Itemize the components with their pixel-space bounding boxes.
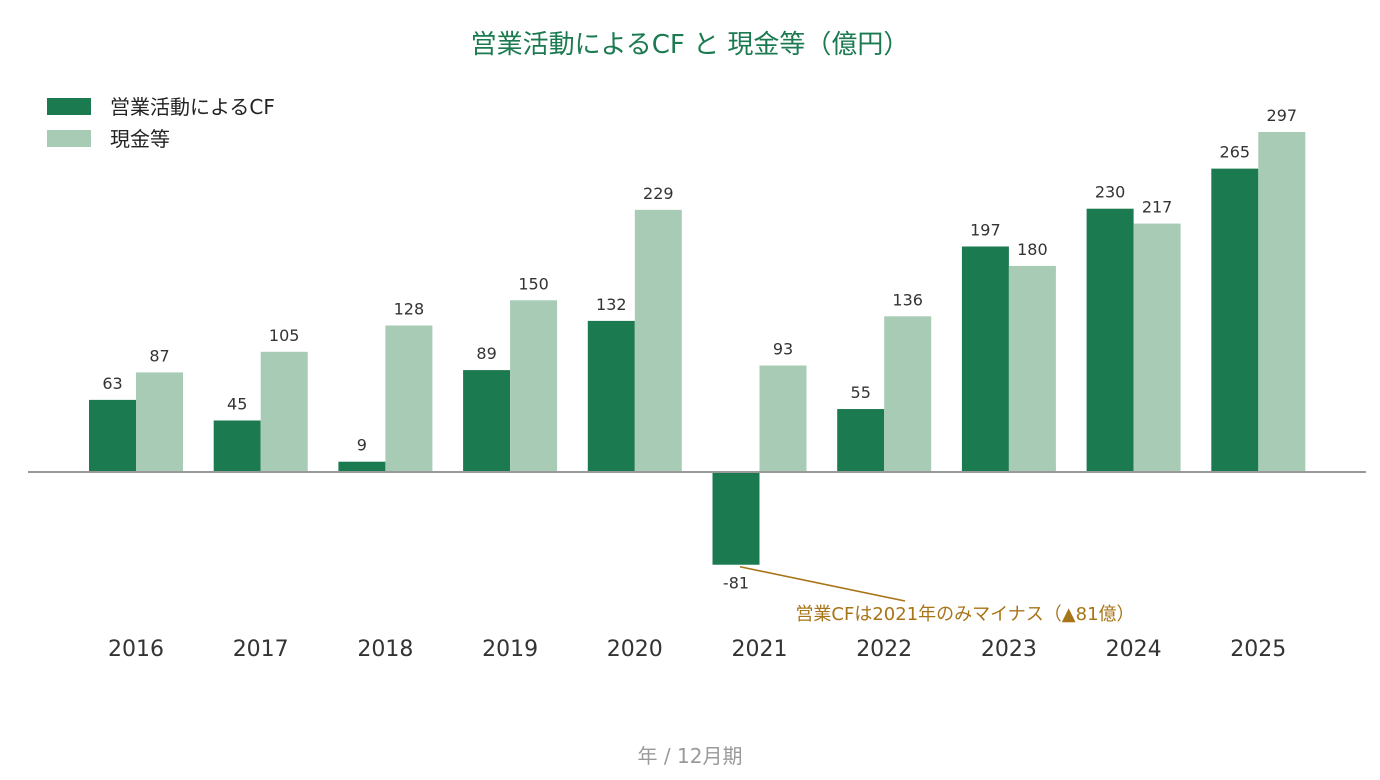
legend: 営業活動によるCF 現金等 (47, 95, 275, 151)
x-tick-2021: 2021 (732, 637, 788, 662)
bar-cf-2023 (962, 246, 1009, 472)
bar-cash-2024 (1134, 224, 1181, 472)
x-tick-2018: 2018 (357, 637, 413, 662)
x-tick-2016: 2016 (108, 637, 164, 662)
bar-cf-2016 (89, 400, 136, 472)
legend-label-cf: 営業活動によるCF (110, 95, 275, 119)
bar-cash-2017 (261, 352, 308, 472)
legend-label-cash: 現金等 (110, 127, 170, 151)
value-label-cf-2023: 197 (970, 220, 1001, 239)
legend-swatch-cash (47, 130, 91, 147)
bar-cf-2019 (463, 370, 510, 472)
value-label-cash-2020: 229 (643, 184, 674, 203)
bar-cash-2019 (510, 300, 557, 472)
value-label-cf-2018: 9 (357, 436, 367, 455)
value-label-cash-2022: 136 (892, 290, 923, 309)
value-label-cf-2025: 265 (1220, 143, 1251, 162)
bar-cash-2016 (136, 372, 183, 472)
x-tick-2019: 2019 (482, 637, 538, 662)
bar-cash-2020 (635, 210, 682, 472)
bar-cf-2018 (338, 462, 385, 472)
bar-cash-2022 (884, 316, 931, 472)
value-label-cash-2023: 180 (1017, 240, 1048, 259)
value-label-cf-2024: 230 (1095, 183, 1126, 202)
value-label-cf-2020: 132 (596, 295, 627, 314)
x-tick-2022: 2022 (856, 637, 912, 662)
annotation-leader-line (740, 567, 905, 601)
annotation: 営業CFは2021年のみマイナス（▲81億） (740, 567, 1135, 625)
legend-swatch-cf (47, 98, 91, 115)
chart-title: 営業活動によるCF と 現金等（億円） (471, 30, 910, 60)
x-tick-2025: 2025 (1230, 637, 1286, 662)
bar-cf-2020 (588, 321, 635, 472)
x-axis-ticks: 2016 2017 2018 2019 2020 2021 2022 2023 2024 2025 (108, 637, 1286, 662)
value-label-cash-2019: 150 (518, 274, 549, 293)
value-label-cash-2025: 297 (1267, 106, 1298, 125)
value-label-cash-2017: 105 (269, 326, 300, 345)
bar-cf-2022 (837, 409, 884, 472)
bar-cash-2023 (1009, 266, 1056, 472)
bar-cf-2024 (1087, 209, 1134, 472)
bar-cash-2018 (385, 325, 432, 472)
annotation-text: 営業CFは2021年のみマイナス（▲81億） (795, 604, 1134, 625)
bar-cf-2021 (713, 472, 760, 565)
x-axis-label: 年 / 12月期 (638, 744, 743, 768)
value-label-cash-2021: 93 (773, 340, 793, 359)
x-tick-2017: 2017 (233, 637, 289, 662)
value-label-cf-2019: 89 (476, 344, 496, 363)
bar-cf-2017 (214, 420, 261, 472)
x-tick-2024: 2024 (1106, 637, 1162, 662)
bar-cf-2025 (1211, 169, 1258, 472)
bar-cash-2021 (760, 366, 807, 472)
value-label-cf-2021: -81 (723, 574, 749, 593)
value-label-cf-2016: 63 (102, 374, 122, 393)
value-label-cash-2018: 128 (394, 299, 425, 318)
value-label-cf-2017: 45 (227, 394, 247, 413)
bar-cash-2025 (1258, 132, 1305, 472)
x-tick-2020: 2020 (607, 637, 663, 662)
value-label-cash-2016: 87 (149, 346, 169, 365)
value-label-cf-2022: 55 (851, 383, 871, 402)
x-tick-2023: 2023 (981, 637, 1037, 662)
value-label-cash-2024: 217 (1142, 198, 1173, 217)
